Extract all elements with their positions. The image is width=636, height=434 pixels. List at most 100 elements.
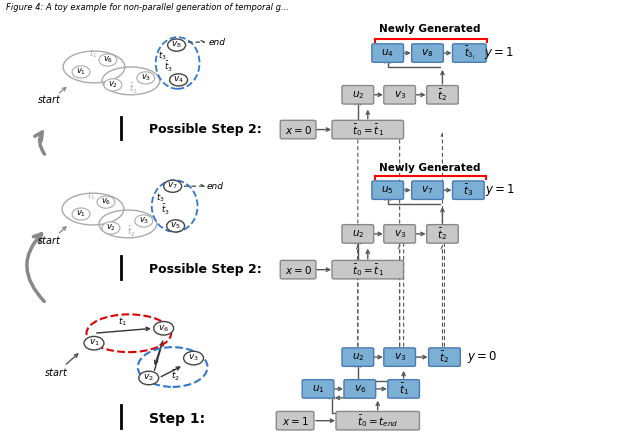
Text: $v_6$: $v_6$: [103, 55, 113, 65]
Text: Step 1:: Step 1:: [149, 412, 205, 426]
Text: end: end: [209, 38, 226, 46]
Circle shape: [97, 196, 115, 208]
Circle shape: [168, 39, 186, 51]
Text: $v_2$: $v_2$: [143, 373, 154, 383]
Text: $v_2$: $v_2$: [106, 223, 116, 233]
FancyBboxPatch shape: [344, 380, 376, 398]
Text: $v_3$: $v_3$: [188, 353, 199, 363]
FancyBboxPatch shape: [384, 348, 415, 366]
FancyBboxPatch shape: [280, 260, 316, 279]
Text: $u_2$: $u_2$: [352, 228, 364, 240]
FancyBboxPatch shape: [452, 44, 486, 62]
Text: $v_1$: $v_1$: [76, 67, 86, 77]
FancyBboxPatch shape: [332, 120, 403, 139]
Text: $t_1$: $t_1$: [89, 48, 97, 60]
Circle shape: [72, 66, 90, 78]
Text: $v_3$: $v_3$: [394, 89, 406, 101]
Circle shape: [72, 208, 90, 220]
FancyArrowPatch shape: [27, 234, 45, 302]
Text: $v_5$: $v_5$: [170, 221, 181, 231]
FancyBboxPatch shape: [384, 85, 415, 104]
Text: $\bar{t}_0=t_{end}$: $\bar{t}_0=t_{end}$: [357, 413, 399, 429]
Circle shape: [99, 54, 117, 66]
Text: $x=1$: $x=1$: [282, 415, 308, 427]
FancyBboxPatch shape: [372, 44, 403, 62]
Text: $\bar{t}_1$: $\bar{t}_1$: [399, 381, 409, 397]
Text: $y=0$: $y=0$: [467, 349, 497, 365]
Text: Possible Step 2:: Possible Step 2:: [149, 123, 261, 136]
FancyBboxPatch shape: [280, 120, 316, 139]
Text: $x=0$: $x=0$: [284, 124, 312, 135]
Text: start: start: [38, 236, 60, 246]
Circle shape: [137, 72, 155, 84]
Text: $\bar{t}_2$: $\bar{t}_2$: [128, 82, 137, 96]
FancyArrowPatch shape: [35, 132, 45, 154]
Text: $v_3$: $v_3$: [139, 216, 149, 226]
Text: $v_4$: $v_4$: [173, 75, 184, 85]
Text: $u_1$: $u_1$: [312, 383, 324, 395]
FancyBboxPatch shape: [336, 411, 420, 430]
Text: $v_7$: $v_7$: [422, 184, 434, 196]
Text: $\bar{t}_2$: $\bar{t}_2$: [127, 225, 135, 239]
FancyBboxPatch shape: [411, 44, 443, 62]
Circle shape: [184, 351, 204, 365]
Text: $v_6$: $v_6$: [158, 323, 169, 334]
FancyBboxPatch shape: [342, 85, 374, 104]
Text: $\bar{t}_3$: $\bar{t}_3$: [162, 203, 170, 217]
FancyBboxPatch shape: [452, 181, 484, 199]
FancyBboxPatch shape: [388, 380, 420, 398]
Text: $t_3$: $t_3$: [158, 50, 167, 62]
Text: $\bar{t}_2$: $\bar{t}_2$: [439, 349, 450, 365]
Text: $x=0$: $x=0$: [284, 264, 312, 276]
Circle shape: [102, 222, 120, 234]
Circle shape: [84, 336, 104, 350]
Text: $v_8$: $v_8$: [171, 40, 182, 50]
Text: Possible Step 2:: Possible Step 2:: [149, 263, 261, 276]
FancyBboxPatch shape: [342, 225, 374, 243]
Text: start: start: [38, 95, 60, 105]
Text: $\bar{t}_2$: $\bar{t}_2$: [438, 226, 448, 242]
Text: $\bar{t}_{3_l}$: $\bar{t}_{3_l}$: [464, 45, 475, 62]
Text: start: start: [45, 368, 67, 378]
Text: $v_6$: $v_6$: [100, 197, 111, 207]
Text: $v_3$: $v_3$: [141, 72, 151, 83]
Text: Figure 4: A toy example for non-parallel generation of temporal g...: Figure 4: A toy example for non-parallel…: [6, 3, 289, 12]
Text: $\bar{t}_2$: $\bar{t}_2$: [438, 87, 448, 103]
FancyBboxPatch shape: [332, 260, 403, 279]
Text: $v_1$: $v_1$: [88, 338, 99, 349]
Circle shape: [135, 215, 153, 227]
Text: Newly Generated: Newly Generated: [379, 24, 480, 34]
Text: $u_2$: $u_2$: [352, 351, 364, 363]
FancyBboxPatch shape: [384, 225, 415, 243]
Text: $t_3$: $t_3$: [156, 192, 165, 204]
Text: $\bar{t}_0=\bar{t}_1$: $\bar{t}_0=\bar{t}_1$: [352, 262, 384, 278]
Text: $v_7$: $v_7$: [167, 181, 178, 191]
Text: $v_3$: $v_3$: [394, 228, 406, 240]
Circle shape: [167, 220, 184, 232]
Text: $y=1$: $y=1$: [484, 45, 515, 61]
Text: $v_6$: $v_6$: [354, 383, 366, 395]
Text: $\bar{t}_2$: $\bar{t}_2$: [171, 369, 180, 383]
Text: $u_4$: $u_4$: [382, 47, 394, 59]
Text: $u_2$: $u_2$: [352, 89, 364, 101]
Text: $y=1$: $y=1$: [485, 182, 515, 198]
FancyBboxPatch shape: [427, 85, 459, 104]
Text: $v_8$: $v_8$: [422, 47, 434, 59]
Circle shape: [163, 180, 182, 192]
Circle shape: [154, 322, 174, 335]
Text: Newly Generated: Newly Generated: [379, 163, 480, 173]
Text: end: end: [207, 182, 224, 191]
Text: $v_3$: $v_3$: [394, 351, 406, 363]
Circle shape: [104, 79, 122, 91]
Circle shape: [139, 371, 159, 385]
Text: $\bar{t}_3$: $\bar{t}_3$: [463, 182, 473, 198]
Text: $u_5$: $u_5$: [382, 184, 394, 196]
FancyBboxPatch shape: [302, 380, 334, 398]
FancyBboxPatch shape: [427, 225, 459, 243]
FancyBboxPatch shape: [429, 348, 460, 366]
Text: $\bar{t}_3$: $\bar{t}_3$: [164, 60, 173, 74]
Circle shape: [170, 74, 188, 86]
Text: $\bar{t}_0=\bar{t}_1$: $\bar{t}_0=\bar{t}_1$: [352, 122, 384, 138]
Text: $v_1$: $v_1$: [76, 209, 86, 219]
FancyBboxPatch shape: [276, 411, 314, 430]
